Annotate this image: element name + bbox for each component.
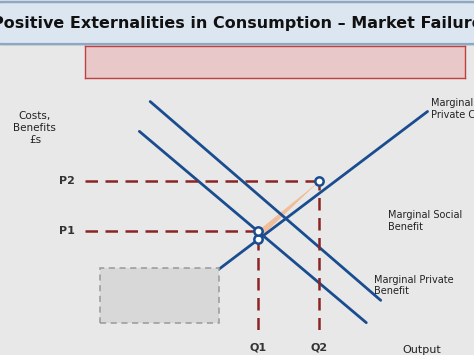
Text: Q2: Q2 [311,343,328,353]
Text: Marginal Social
Benefit: Marginal Social Benefit [388,210,462,231]
Text: Q1: Q1 [250,343,267,353]
Text: Marginal Private
Benefit: Marginal Private Benefit [374,275,453,296]
FancyBboxPatch shape [0,2,474,44]
Text: Marginal
Private Cost: Marginal Private Cost [431,98,474,120]
Polygon shape [258,181,319,240]
Text: Costs,
Benefits
£s: Costs, Benefits £s [13,111,56,145]
FancyBboxPatch shape [100,268,219,323]
Text: P2: P2 [59,176,74,186]
Text: P1: P1 [59,226,74,236]
Text: Output: Output [402,345,441,355]
Text: Positive Externalities in Consumption – Market Failure: Positive Externalities in Consumption – … [0,16,474,31]
